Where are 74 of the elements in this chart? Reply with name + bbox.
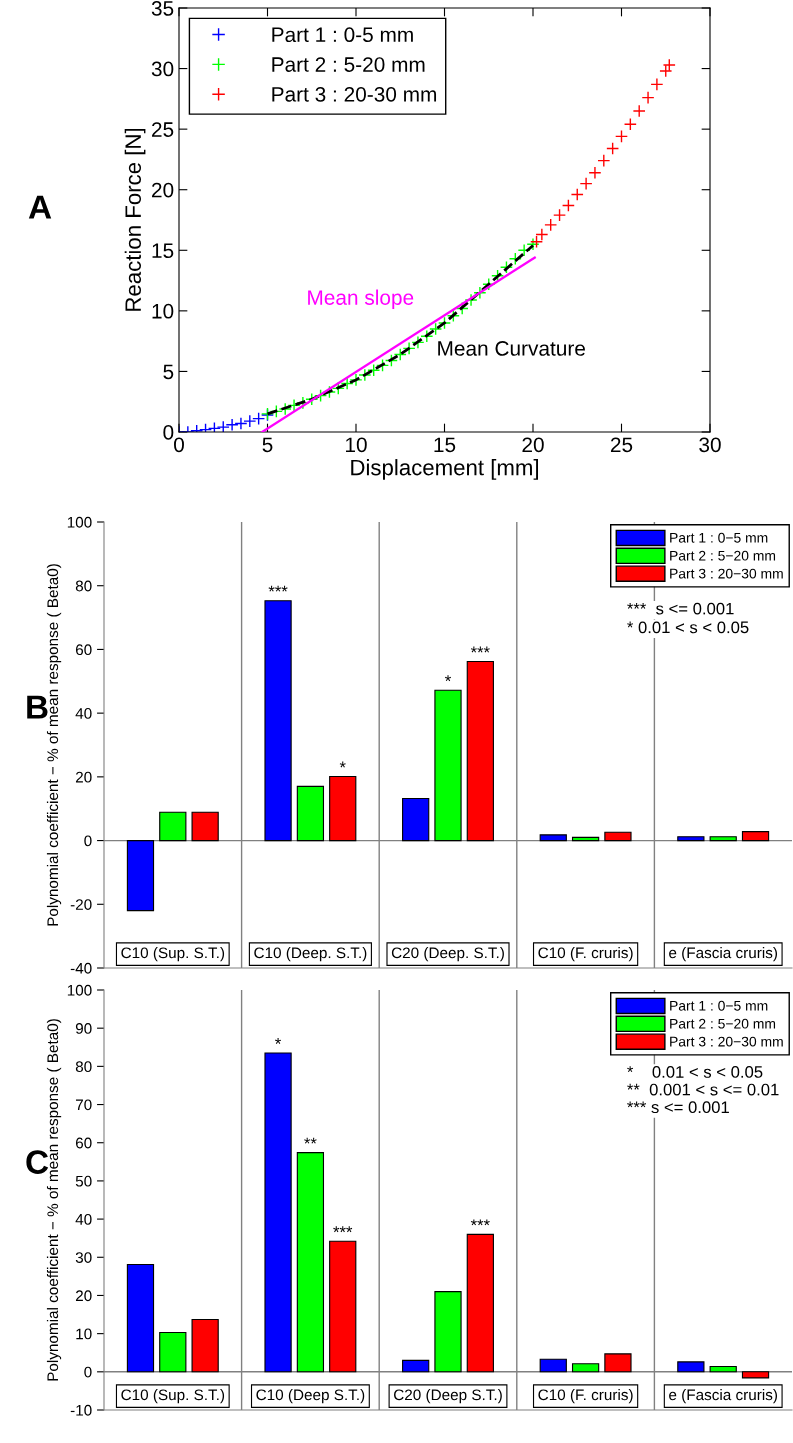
text: A [28, 195, 52, 219]
y-tick-label: 25 [152, 122, 174, 137]
x-tick-label: 10 [346, 437, 367, 453]
data-label: *** [268, 585, 288, 592]
y-tick-label: 70 [75, 1099, 92, 1111]
y-axis-title: Reaction Force [N] [124, 128, 146, 311]
x-tick-label: e (Fascia cruris) [669, 946, 778, 962]
y-tick-label: 20 [75, 771, 92, 783]
y-tick-label: 80 [75, 1061, 92, 1073]
y-tick-label: 10 [76, 1328, 92, 1340]
legend-label: Part 2 : 5−20 mm [670, 550, 776, 561]
x-tick-label: C10 (Sup. S.T.) [121, 1388, 225, 1404]
annotation: *** s <= 0.001 [627, 1101, 729, 1114]
y-tick-label: 60 [75, 644, 92, 656]
data-label: *** [470, 1219, 490, 1226]
y-tick-label: 40 [75, 708, 92, 719]
annotation: * 0.01 < s < 0.05 [627, 621, 749, 634]
x-tick-label: C10 (Deep. S.T.) [254, 946, 367, 962]
annotation: Mean Curvature [438, 341, 585, 356]
y-tick-label: 0 [84, 835, 92, 847]
x-tick-label: 15 [434, 437, 456, 453]
y-tick-label: 15 [152, 243, 174, 259]
x-tick-label: C20 (Deep S.T.) [394, 1388, 502, 1404]
legend-label: Part 1 : 0−5 mm [670, 1000, 768, 1011]
legend-label: Part 3 : 20−30 mm [670, 1036, 783, 1047]
y-tick-label: 35 [151, 1, 174, 16]
x-tick-label: C10 (Sup. S.T.) [121, 946, 225, 962]
data-label: * [275, 1038, 282, 1044]
y-tick-label: 20 [75, 1290, 92, 1302]
y-tick-label: 100 [67, 516, 92, 528]
data-label: * [445, 675, 451, 682]
annotation: ** 0.001 < s <= 0.01 [627, 1083, 779, 1096]
x-tick-label: C10 (Deep S.T.) [256, 1388, 365, 1404]
x-tick-label: C20 (Deep. S.T.) [391, 946, 504, 962]
data-label: ** [304, 1137, 317, 1144]
x-axis-title: Displacement [mm] [351, 459, 539, 480]
y-tick-label: -20 [70, 899, 92, 910]
y-tick-label: 90 [75, 1023, 92, 1034]
y-tick-label: 100 [67, 984, 92, 996]
x-tick-label: C10 (F. cruris) [538, 1388, 633, 1404]
y-tick-label: 20 [152, 182, 174, 198]
x-tick-label: 0 [174, 437, 184, 453]
text: C [26, 1150, 49, 1174]
y-tick-label: -10 [70, 1404, 92, 1416]
annotation: * 0.01 < s < 0.05 [627, 1066, 763, 1078]
y-tick-label: 40 [75, 1213, 92, 1225]
y-tick-label: 0 [84, 1366, 92, 1378]
x-tick-label: 30 [699, 437, 721, 453]
y-tick-label: 50 [75, 1175, 92, 1187]
x-tick-label: C10 (F. cruris) [538, 946, 633, 962]
y-tick-label: 30 [151, 61, 174, 77]
x-tick-label: e (Fascia cruris) [669, 1388, 778, 1404]
y-tick-label: 80 [75, 580, 92, 592]
y-tick-label: 5 [163, 364, 174, 380]
data-label: *** [470, 646, 490, 653]
y-tick-label: 0 [163, 425, 174, 440]
data-label: *** [333, 1226, 353, 1233]
legend-label: Part 2 : 5-20 mm [272, 57, 425, 72]
legend-label: Part 3 : 20-30 mm [272, 86, 437, 102]
text: B [27, 695, 48, 719]
legend-label: Part 1 : 0−5 mm [670, 532, 768, 543]
legend-label: Part 2 : 5−20 mm [670, 1018, 776, 1029]
x-tick-label: 5 [262, 437, 273, 453]
legend-label: Part 1 : 0-5 mm [272, 27, 413, 43]
y-tick-label: -40 [70, 962, 92, 974]
y-tick-label: 10 [152, 303, 174, 319]
annotation: Mean slope [308, 289, 414, 310]
data-label: * [339, 761, 346, 768]
legend-label: Part 3 : 20−30 mm [670, 568, 783, 579]
annotation: *** s <= 0.001 [627, 602, 734, 615]
x-tick-label: 20 [522, 437, 544, 453]
x-tick-label: 25 [610, 437, 633, 453]
y-tick-label: 30 [75, 1252, 92, 1263]
y-tick-label: 60 [75, 1137, 92, 1149]
